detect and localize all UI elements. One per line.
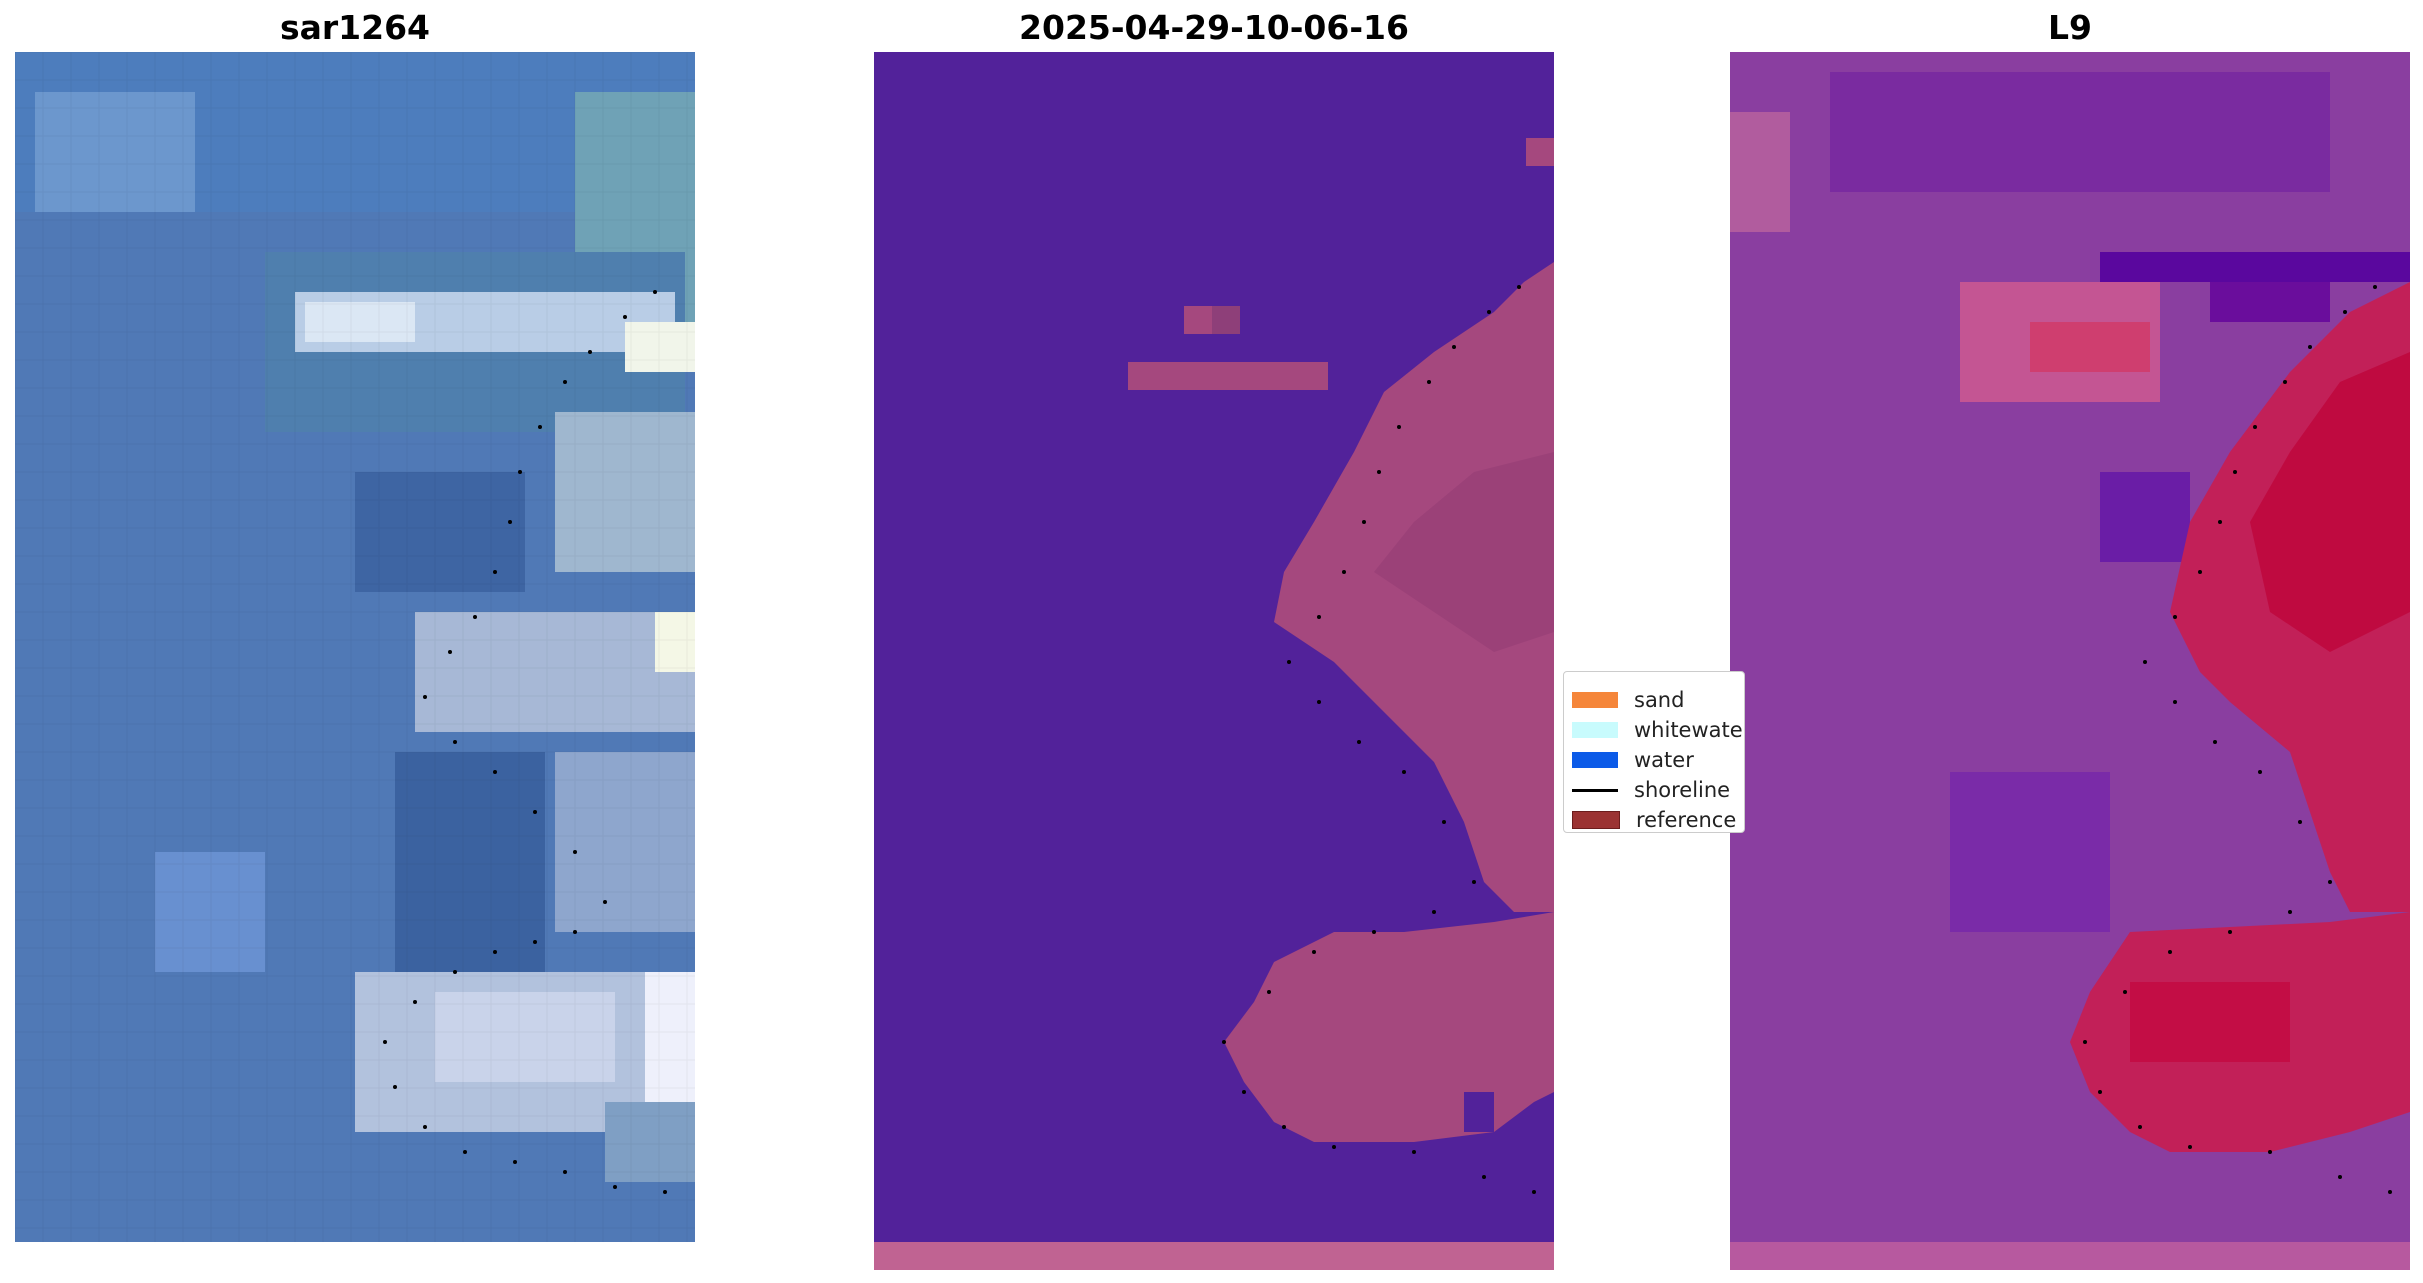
shoreline-trace-3 [2083,285,2392,1194]
classification-panel [874,52,1554,1242]
legend-item-water: water [1572,746,1694,774]
legend-label-shoreline: shoreline [1634,778,1731,802]
classification-image [874,52,1554,1242]
legend-swatch-reference [1572,811,1620,829]
legend-label-sand: sand [1634,688,1685,712]
panel-title-index: L9 [2048,8,2092,47]
legend-item-sand: sand [1572,686,1684,714]
legend-label-water: water [1634,748,1694,772]
legend-swatch-whitewater [1572,722,1618,738]
legend-swatch-water [1572,752,1618,768]
legend-label-whitewater: whitewater [1634,718,1745,742]
legend: sand whitewater water shoreline referenc… [1563,671,1745,833]
index-bottom-strip [1730,1242,2410,1270]
index-panel [1730,52,2410,1242]
legend-item-whitewater: whitewater [1572,716,1745,744]
panel-title-rgb: sar1264 [279,8,431,47]
panel-title-classification: 2025-04-29-10-06-16 [1019,8,1409,47]
rgb-image [15,52,695,1242]
index-image [1730,52,2410,1242]
shoreline-trace [383,290,667,1194]
legend-item-reference: reference [1572,806,1737,832]
shoreline-trace-2 [1222,285,1536,1194]
classification-bottom-strip [874,1242,1554,1270]
legend-item-shoreline: shoreline [1572,776,1730,804]
legend-swatch-shoreline [1572,788,1618,792]
legend-swatch-sand [1572,692,1618,708]
rgb-image-panel [15,52,695,1242]
legend-label-reference: reference [1636,808,1737,832]
